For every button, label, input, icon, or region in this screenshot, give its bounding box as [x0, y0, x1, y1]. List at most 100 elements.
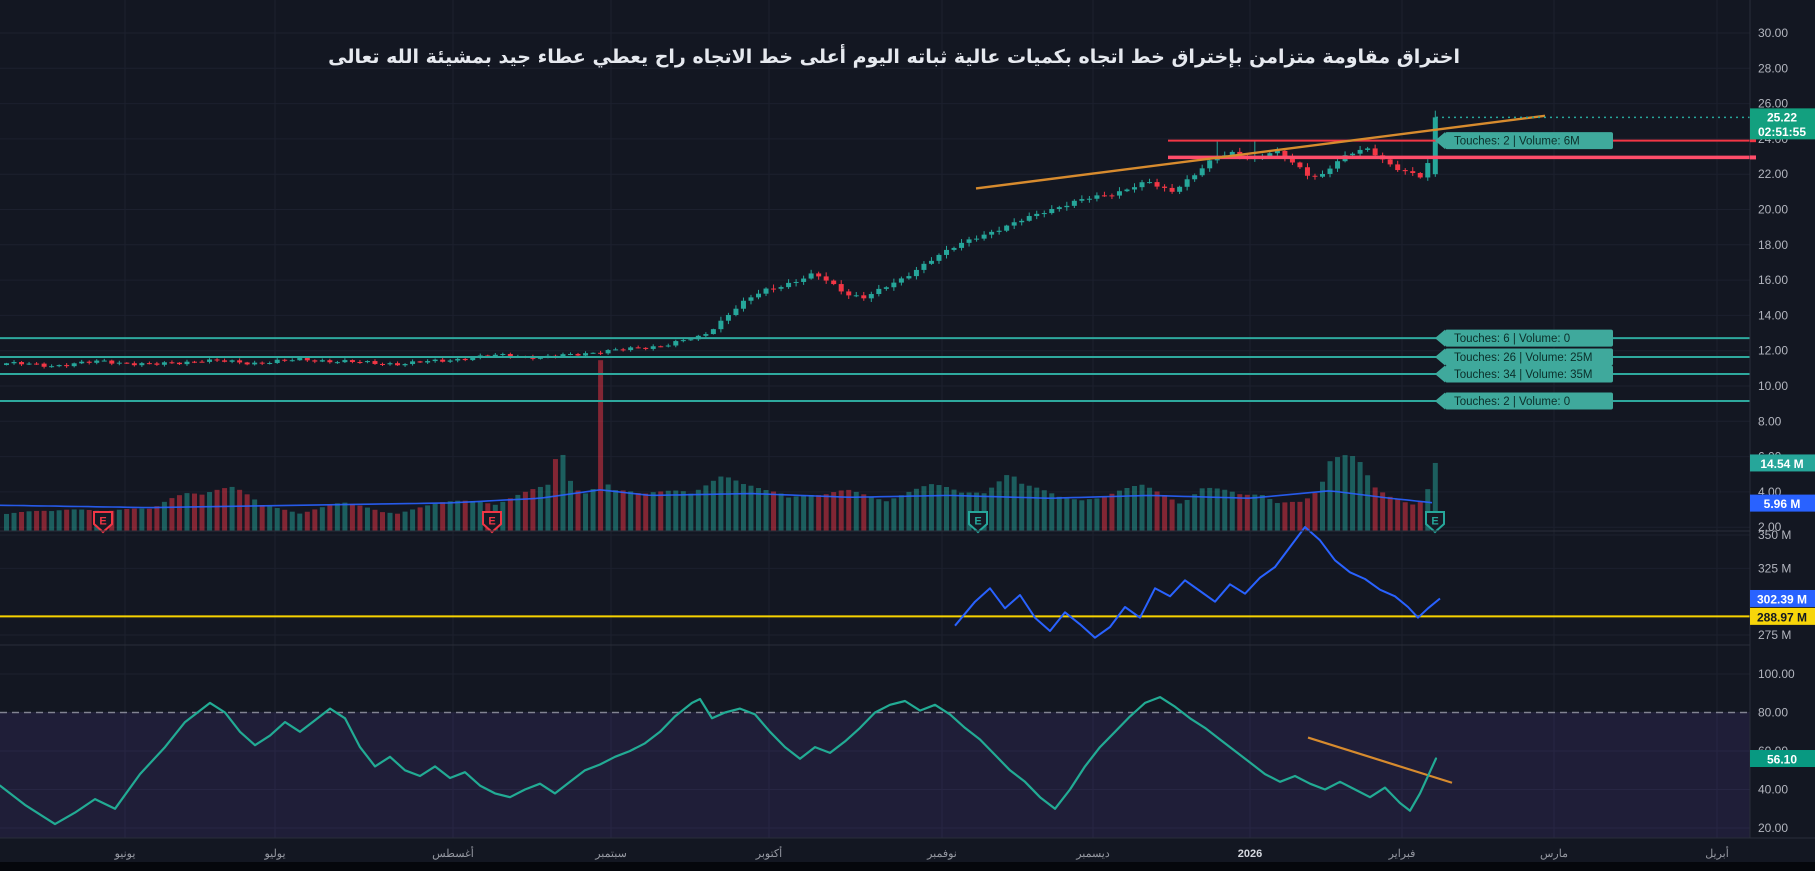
volume-bar	[1365, 475, 1371, 531]
volume-bar	[387, 512, 393, 531]
candle-body	[816, 273, 822, 277]
candle-body	[1289, 157, 1295, 163]
rsi-line[interactable]	[0, 696, 1438, 826]
candle-body	[756, 293, 761, 298]
candle-body	[598, 352, 604, 354]
level-touches-tag[interactable]: Touches: 6 | Volume: 0	[1435, 329, 1613, 347]
candle-body	[1139, 182, 1145, 188]
volume-bar	[432, 503, 438, 531]
candle-body	[605, 350, 611, 354]
volume-bar	[319, 507, 325, 531]
candle-body	[387, 363, 393, 365]
volume-bar	[1101, 497, 1107, 531]
time-axis-month-label: سبتمبر	[594, 848, 627, 860]
level-touches-tag[interactable]: Touches: 2 | Volume: 6M	[1435, 132, 1613, 150]
time-axis-year-label: 2026	[1238, 848, 1262, 860]
volume-bar	[590, 488, 596, 531]
candle-body	[440, 359, 446, 362]
candle-body	[1350, 153, 1356, 156]
last-price-tag-bg	[1750, 108, 1815, 140]
candle-body	[1312, 175, 1318, 177]
volume-bar	[349, 503, 355, 531]
volume-bar	[1049, 493, 1055, 531]
volume-bar	[583, 493, 589, 531]
price-axis[interactable]: 30.0028.0026.0024.0022.0020.0018.0016.00…	[1749, 0, 1815, 838]
volume-bar	[477, 502, 483, 531]
candle-body	[244, 362, 250, 365]
candle-body	[748, 297, 754, 301]
volume-bar	[1169, 499, 1175, 531]
candle-body	[913, 269, 919, 277]
volume-bar	[1432, 462, 1438, 531]
volume-bar	[161, 501, 167, 531]
earnings-icon[interactable]: E	[1425, 511, 1445, 534]
axis-tick-label: 18.00	[1758, 238, 1788, 252]
trendline-main[interactable]	[975, 114, 1546, 190]
axis-tick-label: 16.00	[1758, 273, 1788, 287]
level-touches-tag[interactable]: Touches: 26 | Volume: 25M	[1435, 348, 1613, 366]
candle-body	[64, 365, 70, 367]
volume-bar	[1064, 498, 1070, 531]
axis-tick-label: 10.00	[1758, 379, 1788, 393]
volume-bar	[816, 495, 822, 531]
candle-body	[635, 347, 641, 349]
volume-bar	[1132, 485, 1137, 531]
candle-body	[703, 334, 709, 336]
rsi-band	[0, 712, 1750, 838]
volume-bar	[778, 493, 784, 531]
axis-tick-label: 80.00	[1758, 706, 1788, 720]
earnings-icon[interactable]: E	[482, 511, 502, 534]
candle-body	[455, 358, 461, 361]
candle-body	[297, 358, 303, 361]
volume-bar	[169, 498, 175, 531]
volume-bar	[1417, 501, 1423, 531]
candle-body	[1357, 149, 1363, 154]
earnings-icon[interactable]: E	[93, 511, 113, 534]
candle-body	[1116, 191, 1122, 196]
candle-body	[267, 363, 273, 365]
level-touches-tag[interactable]: Touches: 2 | Volume: 0	[1435, 392, 1613, 410]
volume-bar	[1252, 494, 1258, 531]
candle-body	[86, 361, 92, 363]
volume-bar	[665, 490, 671, 531]
volume-bar	[861, 494, 867, 531]
candle-body	[740, 300, 746, 309]
mline-blue[interactable]	[954, 526, 1441, 639]
level-touches-tag[interactable]: Touches: 34 | Volume: 35M	[1435, 365, 1613, 383]
volume-bar	[1004, 475, 1010, 531]
candle-body	[959, 242, 965, 248]
candle-body	[1124, 189, 1130, 192]
volume-bar	[1207, 487, 1213, 531]
candle-body	[432, 359, 438, 362]
volume-bar	[64, 509, 70, 531]
tag-arrow-icon	[1435, 132, 1445, 150]
volume-bar	[176, 495, 182, 531]
tag-box	[1445, 132, 1613, 150]
tag-label: Touches: 2 | Volume: 6M	[1454, 136, 1580, 148]
volume-bar	[26, 511, 32, 531]
volume-bar	[71, 509, 77, 531]
volume-bar	[710, 480, 716, 531]
earnings-icon[interactable]: E	[968, 511, 988, 534]
volume-bar	[1282, 502, 1288, 531]
earnings-shield	[968, 511, 988, 534]
candle-body	[793, 281, 799, 283]
volume-value-tag-bg	[1750, 454, 1815, 472]
candle-body	[199, 361, 205, 363]
candle-body	[1109, 195, 1115, 197]
volume-bar	[1192, 494, 1198, 531]
volume-bar	[515, 494, 521, 531]
tag-label: Touches: 2 | Volume: 0	[1454, 396, 1570, 408]
candle-body	[643, 347, 649, 349]
candle-body	[237, 360, 243, 363]
candle-body	[823, 276, 829, 281]
candle-body	[1335, 161, 1341, 169]
volume-ma-line[interactable]	[0, 488, 1433, 509]
candle-body	[447, 360, 453, 362]
candle-body	[846, 291, 852, 296]
chart-annotation-text[interactable]: اختراق مقاومة متزامن بإختراق خط اتجاه بك…	[328, 46, 1460, 68]
candle-body	[801, 278, 807, 282]
time-axis[interactable]: يونيو يوليو أغسطس سبتمبر أكتوبر نوفمبر ديسمبر 2…	[0, 837, 1815, 862]
candle-body	[778, 287, 784, 289]
